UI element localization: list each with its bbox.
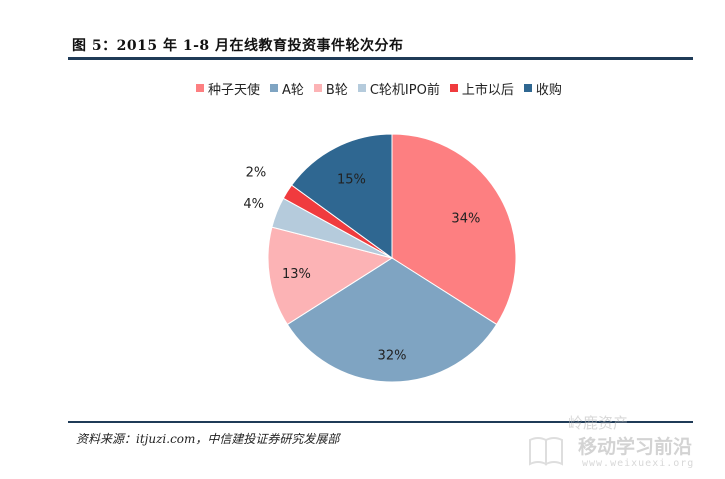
slice-label: 32% (378, 349, 407, 364)
figure-title: 图 5：2015 年 1-8 月在线教育投资事件轮次分布 (72, 38, 404, 54)
legend-swatch (357, 84, 366, 92)
pie-slice (267, 226, 394, 326)
legend-label: 种子天使 (208, 82, 261, 98)
slice-label: 15% (337, 172, 366, 187)
bottom-rule (68, 421, 693, 423)
legend-label: A轮 (282, 82, 304, 98)
legend-label: C轮机IPO前 (369, 82, 440, 98)
pie-slice (286, 257, 498, 383)
pie-slice (391, 133, 517, 326)
legend-swatch (449, 84, 458, 92)
legend-item: 上市以后 (449, 79, 514, 98)
watermark-url: www.weixuexi.org (582, 458, 695, 469)
pie-slice (290, 133, 393, 259)
legend-item: A轮 (270, 79, 304, 98)
slice-label: 34% (451, 211, 480, 226)
legend-label: B轮 (325, 82, 348, 98)
legend-swatch (313, 84, 322, 92)
legend-swatch (270, 84, 279, 92)
watermark: 岭鹿资产 移动学习前沿 www.weixuexi.org (520, 410, 725, 479)
watermark-account: 岭鹿资产 (568, 414, 629, 432)
legend-swatch (196, 84, 204, 92)
top-rule (68, 57, 693, 60)
legend-label: 上市以后 (461, 82, 514, 98)
legend-item: 种子天使 (196, 79, 260, 98)
legend-swatch (523, 84, 532, 92)
watermark-brand: 移动学习前沿 (578, 436, 693, 458)
legend-item: B轮 (313, 79, 348, 98)
chart-legend: 种子天使 A轮 B轮 C轮机IPO前 上市以后 收购 (196, 78, 572, 98)
legend-item: 收购 (523, 79, 562, 98)
slice-label: 4% (243, 197, 264, 212)
slice-label: 2% (246, 166, 267, 181)
legend-label: 收购 (535, 82, 562, 98)
book-icon (529, 437, 563, 466)
source-note: 资料来源：itjuzi.com，中信建投证券研究发展部 (76, 432, 340, 446)
legend-item: C轮机IPO前 (357, 79, 440, 98)
slice-label: 13% (282, 267, 311, 282)
